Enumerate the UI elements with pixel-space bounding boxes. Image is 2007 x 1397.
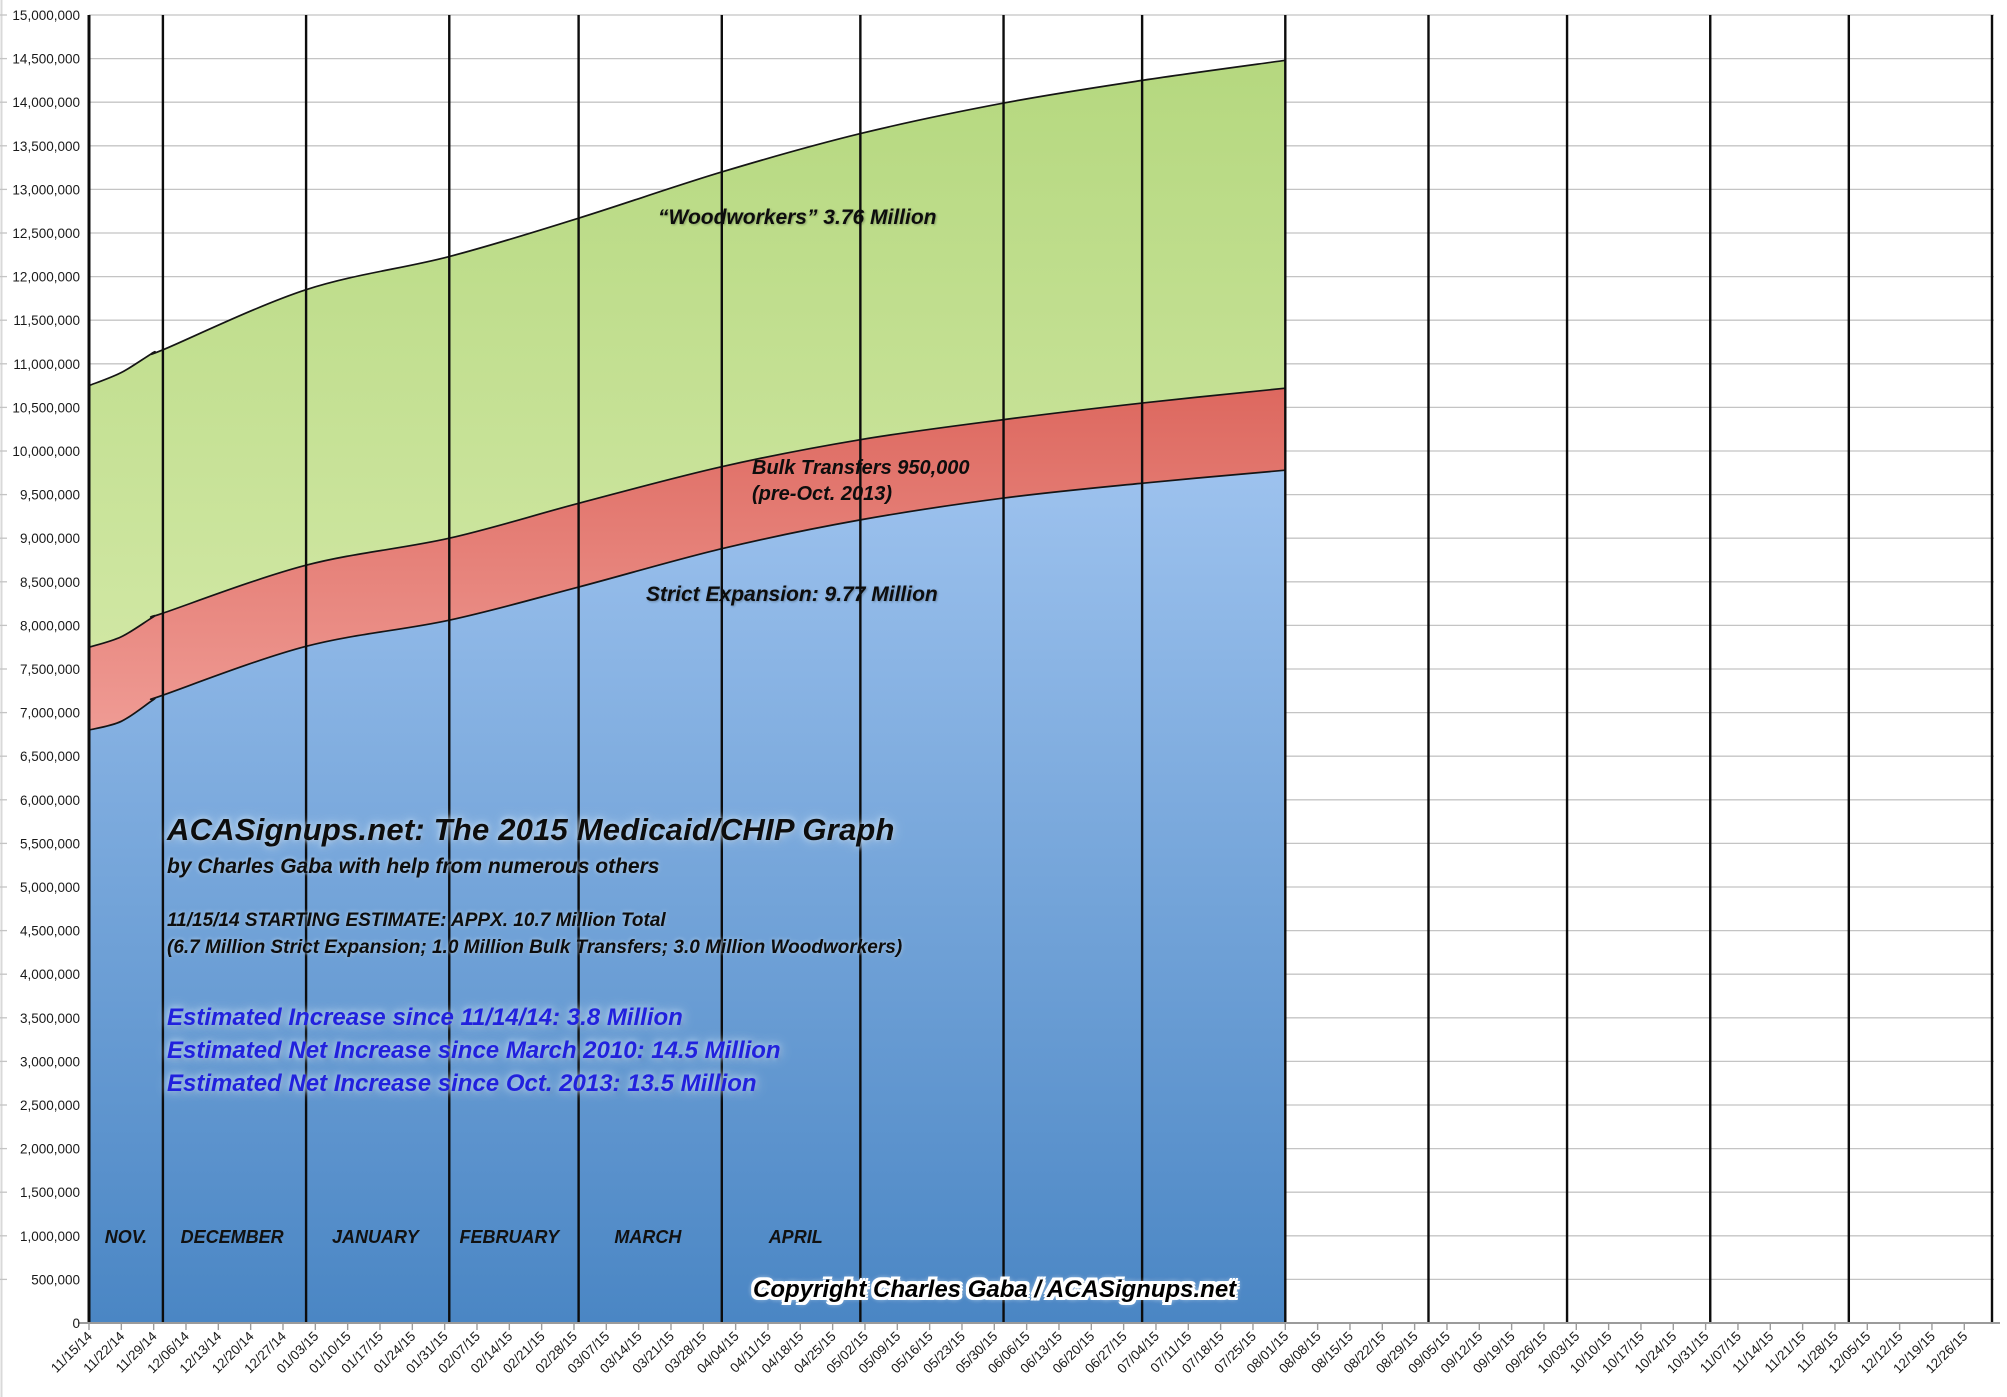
y-axis-label: 13,000,000 [12, 182, 80, 197]
month-label: DECEMBER [181, 1227, 284, 1247]
woodworkers-area-label: “Woodworkers” 3.76 Million [658, 206, 937, 229]
month-label: JANUARY [332, 1227, 421, 1247]
y-axis-label: 500,000 [31, 1272, 80, 1287]
starting-estimate-line1: 11/15/14 STARTING ESTIMATE: APPX. 10.7 M… [167, 910, 666, 931]
y-axis-label: 15,000,000 [12, 8, 80, 23]
y-axis-label: 9,500,000 [20, 488, 80, 503]
month-label: MARCH [614, 1227, 682, 1247]
y-axis-label: 11,000,000 [13, 357, 80, 372]
estimated-increase-note-3: Estimated Net Increase since Oct. 2013: … [167, 1070, 757, 1097]
copyright-text: Copyright Charles Gaba / ACASignups.net [753, 1276, 1237, 1303]
y-axis-label: 3,500,000 [20, 1011, 80, 1026]
y-axis-label: 6,000,000 [20, 793, 80, 808]
y-axis-label: 8,500,000 [20, 575, 80, 590]
y-axis-label: 2,500,000 [20, 1098, 80, 1113]
area-strict-expansion [89, 470, 1286, 1324]
strict-expansion-area-label: Strict Expansion: 9.77 Million [646, 583, 938, 606]
y-axis-label: 4,000,000 [20, 967, 80, 982]
estimated-increase-note-1: Estimated Increase since 11/14/14: 3.8 M… [167, 1004, 683, 1031]
chart-title: ACASignups.net: The 2015 Medicaid/CHIP G… [167, 812, 895, 847]
y-axis-label: 7,500,000 [20, 662, 80, 677]
bulk-transfers-area-label: Bulk Transfers 950,000 (pre-Oct. 2013) [752, 455, 970, 507]
y-axis-label: 8,000,000 [20, 618, 80, 633]
y-axis-label: 1,500,000 [20, 1185, 80, 1200]
y-axis-label: 0 [72, 1316, 80, 1331]
month-label: FEBRUARY [459, 1227, 561, 1247]
estimated-increase-note-2: Estimated Net Increase since March 2010:… [167, 1037, 781, 1064]
starting-estimate-line2: (6.7 Million Strict Expansion; 1.0 Milli… [167, 937, 903, 958]
y-axis-label: 10,500,000 [12, 400, 80, 415]
y-axis-label: 5,500,000 [20, 836, 80, 851]
y-axis-label: 7,000,000 [20, 706, 80, 721]
y-axis-label: 2,000,000 [20, 1142, 80, 1157]
y-axis-label: 10,000,000 [12, 444, 80, 459]
y-axis-label: 1,000,000 [20, 1229, 80, 1244]
y-axis-label: 14,000,000 [12, 95, 80, 110]
y-axis-label: 11,500,000 [13, 313, 80, 328]
month-label: NOV. [105, 1227, 147, 1247]
bulk-transfers-label-line2: (pre-Oct. 2013) [752, 483, 893, 505]
y-axis-label: 12,500,000 [12, 226, 80, 241]
area-woodworkers [89, 60, 1286, 648]
y-axis-label: 4,500,000 [20, 924, 80, 939]
y-axis-label: 12,000,000 [12, 270, 80, 285]
chart-subtitle: by Charles Gaba with help from numerous … [167, 855, 660, 878]
month-label: APRIL [768, 1227, 823, 1247]
y-axis-label: 5,000,000 [20, 880, 80, 895]
bulk-transfers-label-line1: Bulk Transfers 950,000 [752, 457, 970, 479]
y-axis-label: 13,500,000 [12, 139, 80, 154]
y-axis-label: 3,000,000 [20, 1054, 80, 1069]
y-axis-label: 6,500,000 [20, 749, 80, 764]
y-axis-label: 14,500,000 [12, 52, 80, 67]
area-bulk-transfers [89, 388, 1286, 731]
y-axis-label: 9,000,000 [20, 531, 80, 546]
